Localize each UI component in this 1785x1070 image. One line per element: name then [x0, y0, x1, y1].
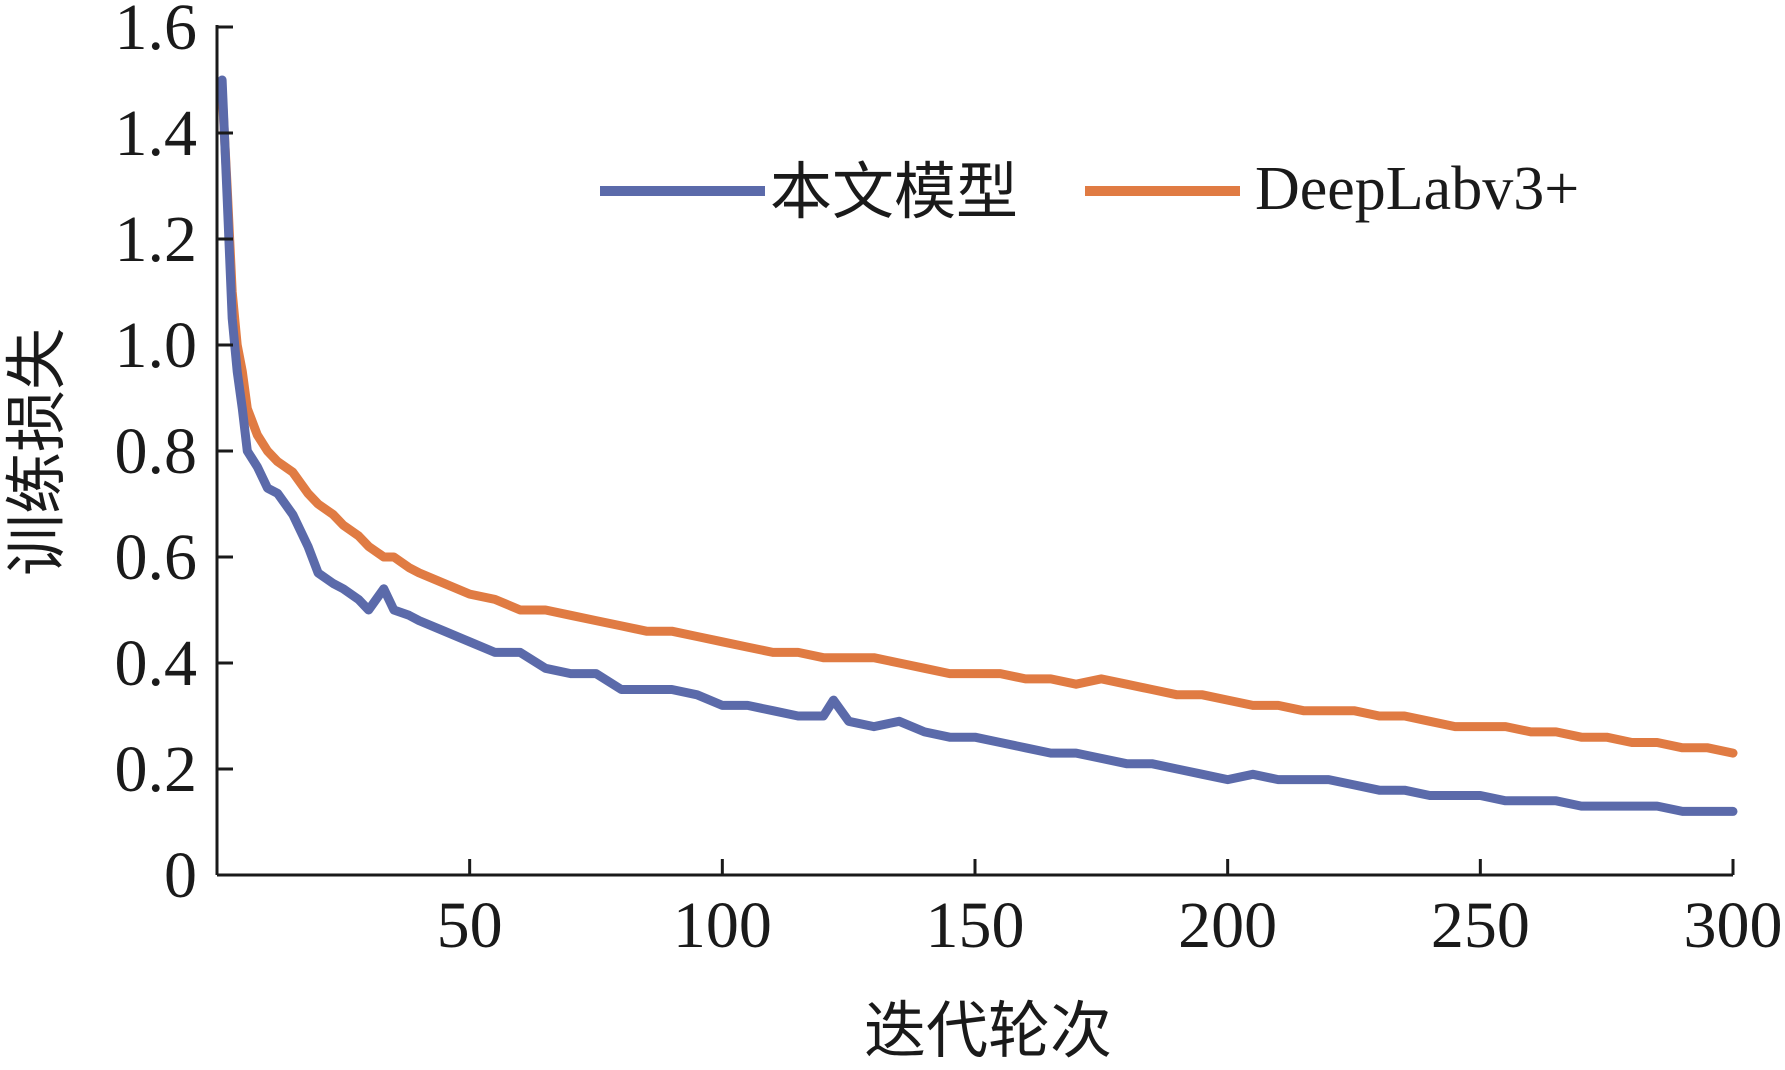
y-tick-label: 1.6 — [115, 0, 198, 64]
x-tick-label: 200 — [1178, 889, 1277, 962]
x-tick-label: 100 — [673, 889, 772, 962]
x-tick-label: 150 — [926, 889, 1025, 962]
y-tick-label: 1.2 — [115, 203, 198, 276]
legend-label-series-2: DeepLabv3+ — [1255, 155, 1579, 223]
y-tick-label: 1.4 — [115, 97, 198, 170]
series-line-2 — [217, 86, 1738, 758]
y-tick-label: 0.6 — [115, 521, 198, 594]
y-tick-label: 0.2 — [115, 733, 198, 806]
x-tick-label: 50 — [437, 889, 503, 962]
ticks: 0 0.2 0.4 0.6 0.8 1.0 1.2 1.4 1.6 50 100 150 200 250 3… — [115, 0, 1783, 962]
y-tick-label: 1.0 — [115, 309, 198, 382]
x-tick-label: 300 — [1684, 889, 1783, 962]
x-tick-label: 250 — [1431, 889, 1530, 962]
y-tick-label: 0.4 — [115, 627, 198, 700]
legend-label-series-1: 本文模型 — [770, 155, 1018, 228]
series-line-1 — [217, 75, 1738, 816]
axes — [215, 25, 1733, 877]
series-layer — [217, 75, 1738, 816]
y-tick-label: 0 — [164, 839, 197, 912]
y-tick-label: 0.8 — [115, 415, 198, 488]
y-axis-title: 训练损失 — [0, 328, 73, 576]
legend: 本文模型 DeepLabv3+ — [600, 155, 1579, 228]
x-axis-title: 迭代轮次 — [864, 994, 1112, 1065]
